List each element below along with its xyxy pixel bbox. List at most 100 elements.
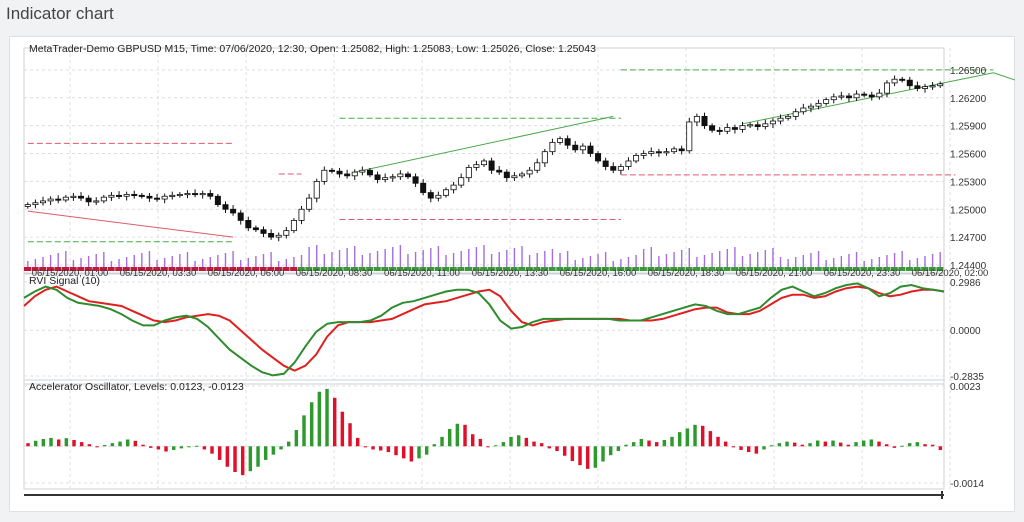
candle-body [762, 123, 769, 127]
volume-bar [475, 247, 478, 267]
volume-bar [331, 252, 333, 267]
session-marker [738, 267, 746, 271]
candle-body [420, 182, 427, 193]
ac-bar [708, 431, 713, 447]
candle-body [610, 166, 617, 171]
candle-body [237, 212, 244, 221]
volume-bar [346, 248, 348, 267]
candle-body [169, 194, 176, 197]
session-marker [472, 267, 480, 271]
ac-bar [79, 442, 84, 447]
volume-bar [627, 257, 630, 267]
candle-body [678, 148, 685, 152]
ac-bar [785, 441, 789, 447]
volume-bar [278, 261, 280, 267]
panel-frame [23, 273, 945, 385]
session-marker [495, 267, 503, 271]
candle-body [731, 127, 738, 130]
candle-body [336, 170, 343, 175]
candle-body [24, 204, 31, 207]
session-marker [829, 267, 837, 271]
session-marker [160, 267, 168, 271]
candle-body [823, 99, 830, 104]
ac-bar [72, 440, 76, 447]
volume-bar [833, 258, 835, 267]
session-marker [746, 267, 754, 271]
ac-bar [33, 440, 38, 447]
candle-body [701, 115, 708, 127]
volume-bar [270, 252, 272, 267]
volume-bar [848, 254, 850, 267]
volume-bar [316, 245, 318, 267]
ac-bar [900, 445, 904, 447]
ac-bar [884, 444, 889, 447]
ac-bar [685, 428, 690, 447]
x-tick-label: 06/15/2020, 13:30 [472, 268, 549, 279]
candle-body [937, 83, 944, 87]
ac-bar [118, 441, 122, 447]
candle-body [344, 173, 351, 177]
volume-bar [323, 254, 326, 267]
ac-bar [394, 446, 398, 456]
ac-bar [654, 442, 659, 447]
indicator-chart[interactable]: 1.26500 1.26200 1.25900 1.25600 1.25300 1.250… [9, 36, 1015, 512]
volume-bar [924, 256, 926, 267]
session-marker [153, 267, 161, 271]
volume-bar [795, 257, 797, 267]
y-tick-label: 1.24700 [950, 233, 987, 244]
x-tick-label: 06/15/2020, 16:00 [560, 268, 637, 279]
volume-bar [407, 254, 409, 267]
ac-bar [800, 444, 805, 447]
session-marker [867, 267, 875, 271]
candle-body [214, 195, 221, 206]
candle-body [427, 192, 434, 199]
session-marker [419, 267, 427, 271]
candle-body [830, 96, 837, 101]
candle-body [754, 124, 761, 127]
session-marker [282, 267, 290, 271]
candle-body [503, 171, 510, 179]
session-marker [297, 267, 305, 271]
ac-bar [892, 446, 897, 448]
session-marker [609, 267, 617, 271]
ac-bar [271, 446, 276, 455]
candle-body [245, 220, 252, 229]
volume-bar [696, 257, 698, 267]
volume-bar [544, 251, 546, 267]
candle-body [883, 82, 890, 94]
volume-bar [840, 256, 843, 267]
candle-body [648, 151, 655, 154]
volume-bar [255, 256, 257, 267]
volume-bar [110, 261, 113, 267]
session-marker [426, 267, 434, 271]
ac-bar [171, 446, 176, 450]
volume-bar [27, 261, 29, 267]
session-marker [206, 267, 214, 271]
ac-bar [133, 440, 138, 447]
volume-bar [871, 259, 873, 267]
ac-bar [49, 437, 53, 447]
volume-bar [574, 260, 576, 267]
session-marker [579, 267, 587, 271]
session-marker [274, 267, 282, 271]
session-marker [54, 267, 62, 271]
volume-bar [369, 253, 371, 267]
volume-bar [354, 246, 356, 267]
session-marker [305, 267, 313, 271]
candle-body [693, 115, 700, 123]
volume-bar [179, 254, 181, 267]
ac-bar [447, 428, 452, 447]
session-marker [115, 267, 123, 271]
ac-bar [647, 440, 651, 447]
session-marker [411, 267, 419, 271]
candle-body [914, 85, 921, 89]
candle-body [108, 194, 115, 198]
candle-body [192, 193, 199, 196]
candle-body [260, 229, 267, 234]
ac-bar [309, 402, 314, 447]
candle-body [230, 208, 237, 214]
ac-bar [409, 446, 414, 462]
candle-body [602, 160, 609, 167]
ac-bar [854, 442, 858, 447]
ac-bar [585, 446, 590, 469]
